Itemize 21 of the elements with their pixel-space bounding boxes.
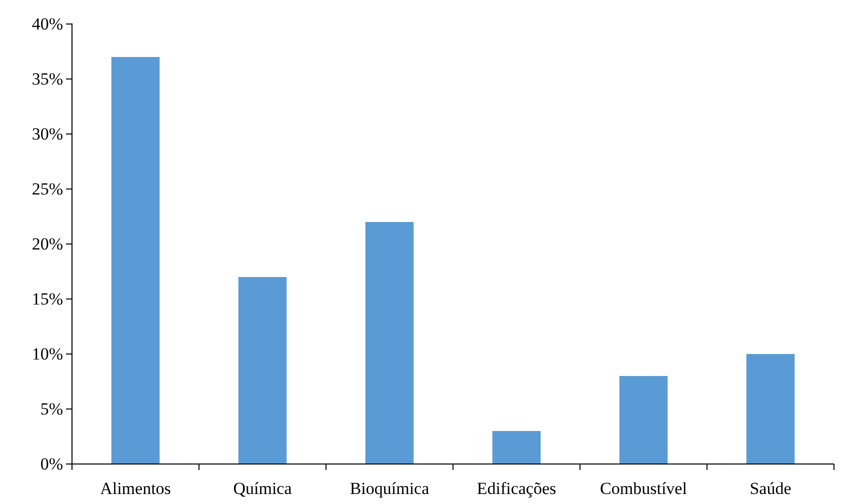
- x-tick-label: Saúde: [750, 479, 792, 498]
- y-tick-label: 20%: [32, 234, 63, 254]
- y-tick-label: 25%: [32, 179, 63, 198]
- x-tick-label: Combustível: [600, 479, 688, 498]
- bar: [492, 431, 541, 464]
- x-tick-label: Alimentos: [100, 479, 171, 498]
- bar: [238, 277, 287, 464]
- y-tick-label: 5%: [40, 399, 63, 418]
- bar: [365, 222, 414, 464]
- y-tick-label: 0%: [40, 454, 63, 474]
- x-tick-label: Química: [233, 479, 292, 498]
- x-tick-label: Edificações: [476, 479, 556, 498]
- bar: [111, 57, 160, 464]
- bar: [746, 354, 795, 464]
- y-tick-label: 15%: [32, 289, 63, 308]
- x-tick-label: Bioquímica: [350, 479, 430, 498]
- bar: [619, 376, 668, 464]
- y-tick-label: 30%: [32, 124, 63, 144]
- y-tick-label: 35%: [32, 69, 63, 88]
- y-tick-label: 10%: [32, 344, 63, 364]
- y-tick-label: 40%: [32, 14, 63, 34]
